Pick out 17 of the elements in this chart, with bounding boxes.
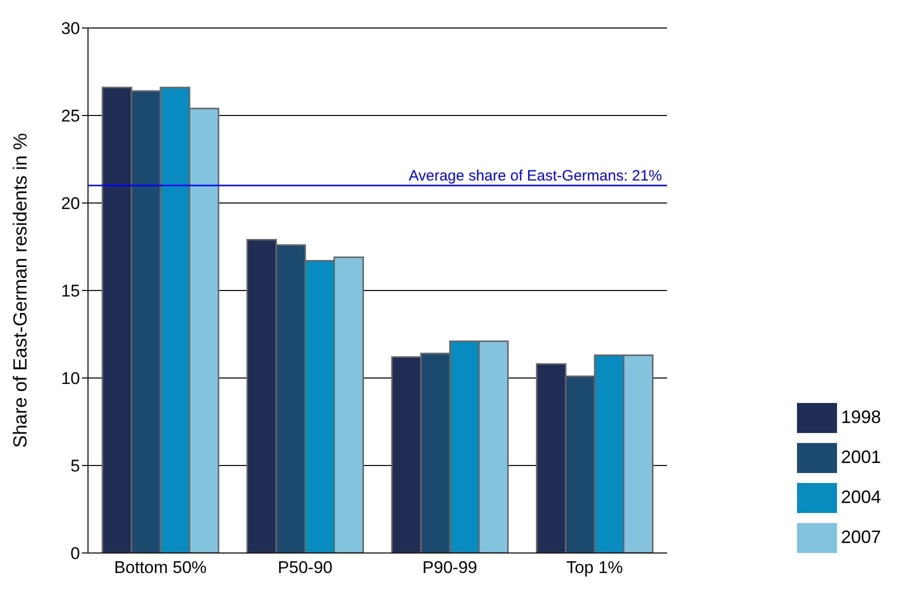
y-tick-label: 30	[61, 19, 80, 38]
y-tick-label: 20	[61, 194, 80, 214]
legend-label: 2007	[840, 526, 881, 547]
y-tick-label: 15	[61, 282, 80, 301]
x-tick-label: Bottom 50%	[114, 558, 207, 578]
y-tick-label: 10	[61, 369, 80, 388]
legend-label: 2004	[840, 486, 881, 507]
legend-label: 1998	[840, 406, 881, 427]
ref-line-label: Average share of East-Germans: 21%	[408, 168, 662, 184]
y-tick-label: 5	[70, 456, 80, 476]
legend-label: 2001	[840, 446, 881, 467]
x-tick-label: P90-99	[422, 558, 478, 578]
y-axis-title: Share of East-German residents in %	[10, 133, 32, 448]
y-tick-label: 0	[70, 544, 80, 564]
y-tick-label: 25	[61, 106, 80, 126]
x-tick-label: P50-90	[278, 558, 333, 578]
x-tick-label: Top 1%	[566, 558, 623, 578]
